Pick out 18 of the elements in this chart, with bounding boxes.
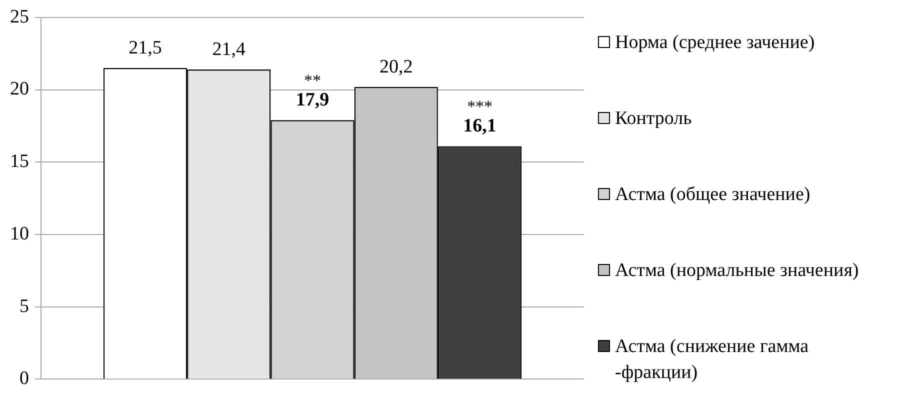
legend-label: Норма (среднее зачение) [615,31,816,55]
data-label: 21,4 [212,38,246,60]
data-label: 17,9 [296,90,330,111]
y-tick-label: 5 [20,296,29,317]
data-label: 16,1 [463,116,496,137]
y-tick-label: 0 [20,368,29,390]
annotation: ** [304,71,321,90]
y-tick-label: 20 [10,78,29,100]
legend-label: Астма (снижение гамма -фракции) [615,335,810,385]
data-label: 21,5 [128,38,162,59]
y-tick-label: 10 [10,223,29,244]
y-tick-label: 25 [10,6,29,28]
legend-label: Контроль [615,107,693,131]
legend-label: Астма (общее значение) [615,183,812,207]
annotation: *** [466,97,492,116]
legend-label: Астма (нормальные значения) [615,259,860,283]
y-tick-label: 15 [10,151,29,172]
data-label: 20,2 [379,56,413,78]
